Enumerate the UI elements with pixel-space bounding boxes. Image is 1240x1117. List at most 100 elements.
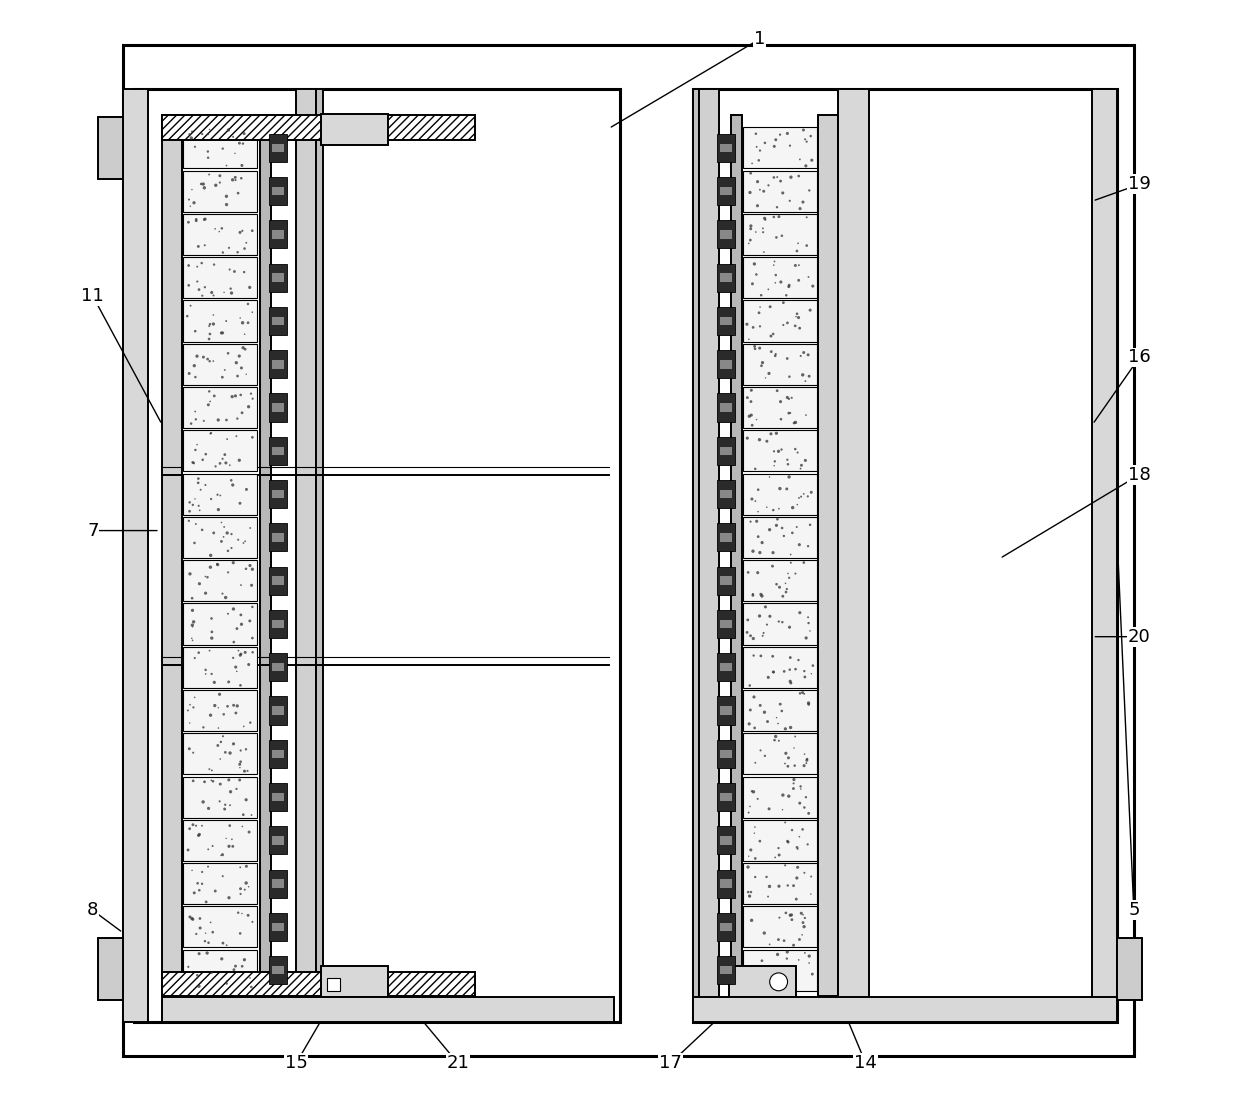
Point [208, 736, 228, 754]
Point [190, 909, 210, 927]
Point [771, 440, 791, 458]
Bar [184, 430, 257, 471]
Point [738, 884, 758, 901]
Point [794, 914, 813, 932]
Point [200, 352, 219, 370]
Point [210, 792, 229, 810]
Bar [720, 966, 733, 974]
Bar [184, 776, 257, 818]
Point [775, 857, 795, 875]
Point [212, 949, 232, 967]
Point [754, 182, 774, 200]
Point [182, 617, 202, 634]
Point [202, 629, 222, 647]
Point [763, 557, 782, 575]
Point [790, 685, 810, 703]
Point [751, 958, 771, 976]
Point [760, 298, 780, 316]
Point [748, 790, 768, 808]
Point [751, 356, 771, 374]
Point [200, 382, 219, 400]
Point [238, 295, 258, 313]
Point [802, 151, 822, 169]
Point [775, 574, 795, 592]
Point [236, 643, 255, 661]
Point [223, 838, 243, 856]
Point [215, 284, 234, 302]
Bar [693, 997, 1117, 1022]
Point [179, 257, 198, 275]
Bar [743, 603, 817, 645]
Point [795, 745, 815, 763]
Point [224, 262, 244, 280]
Point [750, 742, 770, 760]
Point [742, 407, 761, 424]
Point [740, 701, 760, 719]
Point [196, 567, 216, 585]
Point [179, 276, 198, 294]
Point [755, 369, 775, 386]
Point [179, 841, 198, 859]
Bar [269, 220, 288, 248]
Bar [743, 733, 817, 774]
Point [202, 762, 222, 780]
Point [212, 846, 232, 863]
Point [228, 904, 248, 922]
Point [777, 943, 797, 961]
Point [243, 561, 263, 579]
Bar [184, 647, 257, 688]
Point [797, 752, 817, 770]
Point [766, 424, 786, 442]
Point [784, 771, 804, 789]
Point [771, 410, 791, 428]
Point [201, 914, 221, 932]
Point [231, 386, 250, 404]
Point [190, 945, 210, 963]
Bar [184, 388, 257, 428]
Point [746, 266, 766, 284]
Point [184, 815, 203, 833]
Point [795, 909, 815, 927]
Bar [743, 171, 817, 212]
Point [754, 244, 774, 261]
Point [213, 727, 233, 745]
Point [746, 513, 766, 531]
Point [187, 968, 207, 986]
Bar [717, 178, 735, 206]
Point [233, 135, 253, 153]
Point [180, 125, 200, 143]
Bar [743, 388, 817, 428]
Point [749, 431, 769, 449]
Point [766, 516, 786, 534]
Point [195, 773, 215, 791]
Bar [184, 603, 257, 645]
Point [784, 936, 804, 954]
Point [785, 257, 805, 275]
Point [187, 875, 207, 892]
Point [200, 641, 219, 659]
Bar [184, 127, 257, 169]
Point [769, 499, 789, 517]
Point [773, 184, 792, 202]
Point [759, 176, 779, 194]
Point [779, 276, 799, 294]
Bar [743, 776, 817, 818]
Bar [717, 870, 735, 898]
Point [228, 244, 248, 261]
Point [785, 317, 805, 335]
Point [234, 762, 254, 780]
Point [234, 880, 254, 898]
Bar [272, 403, 284, 412]
Point [758, 615, 777, 633]
Point [184, 698, 203, 716]
Bar [720, 576, 733, 585]
Point [208, 556, 228, 574]
Point [750, 697, 770, 715]
Point [181, 297, 201, 315]
Bar [720, 187, 733, 195]
Point [738, 429, 758, 447]
Point [196, 924, 216, 942]
Point [213, 867, 233, 885]
Point [766, 229, 786, 247]
Point [206, 458, 226, 476]
